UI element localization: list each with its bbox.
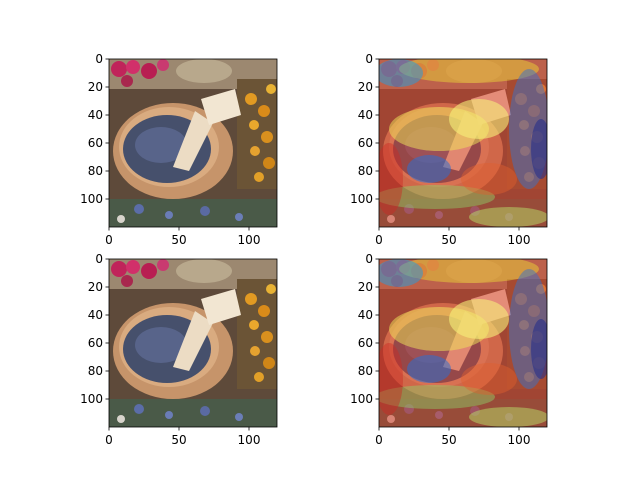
x-tick-label: 0 bbox=[375, 433, 383, 447]
y-tick-label: 60 bbox=[358, 136, 373, 150]
y-tick-label: 20 bbox=[88, 80, 103, 94]
image-heatmap-overlay bbox=[379, 59, 547, 227]
y-tick-label: 20 bbox=[358, 80, 373, 94]
x-tick-label: 100 bbox=[238, 233, 261, 247]
y-tick-label: 80 bbox=[88, 364, 103, 378]
y-tick-label: 100 bbox=[80, 192, 103, 206]
axes-bottom-right: 0 50 100 0 20 40 60 80 100 bbox=[350, 252, 548, 447]
x-tick-label: 0 bbox=[105, 233, 113, 247]
y-tick-label: 40 bbox=[358, 308, 373, 322]
y-tick-label: 60 bbox=[88, 336, 103, 350]
panel-bottom-right-heatmap bbox=[379, 259, 547, 427]
axes-top-right: 0 50 100 0 20 40 60 80 100 bbox=[350, 52, 548, 247]
y-tick-label: 0 bbox=[365, 52, 373, 66]
y-tick-label: 40 bbox=[88, 108, 103, 122]
image-photo bbox=[109, 259, 277, 427]
x-tick-label: 50 bbox=[441, 233, 456, 247]
y-tick-label: 100 bbox=[350, 392, 373, 406]
x-tick-label: 0 bbox=[105, 433, 113, 447]
axes-top-left: 0 50 100 0 20 40 60 80 100 bbox=[80, 52, 278, 247]
image-photo bbox=[109, 59, 277, 227]
y-tick-label: 40 bbox=[358, 108, 373, 122]
panel-bottom-left-photo bbox=[109, 259, 277, 427]
y-tick-label: 60 bbox=[358, 336, 373, 350]
y-tick-label: 100 bbox=[80, 392, 103, 406]
x-tick-label: 100 bbox=[508, 433, 531, 447]
y-tick-label: 100 bbox=[350, 192, 373, 206]
y-tick-label: 40 bbox=[88, 308, 103, 322]
x-tick-label: 50 bbox=[171, 433, 186, 447]
y-tick-label: 20 bbox=[88, 280, 103, 294]
x-tick-label: 50 bbox=[441, 433, 456, 447]
y-tick-label: 80 bbox=[88, 164, 103, 178]
axes-bottom-left: 0 50 100 0 20 40 60 80 100 bbox=[80, 252, 278, 447]
y-tick-label: 0 bbox=[95, 52, 103, 66]
y-tick-label: 0 bbox=[95, 252, 103, 266]
y-tick-label: 0 bbox=[365, 252, 373, 266]
x-tick-label: 100 bbox=[238, 433, 261, 447]
panel-top-left-photo bbox=[109, 59, 277, 227]
y-tick-label: 20 bbox=[358, 280, 373, 294]
x-tick-label: 0 bbox=[375, 233, 383, 247]
panel-top-right-heatmap bbox=[379, 59, 547, 227]
y-tick-label: 60 bbox=[88, 136, 103, 150]
x-tick-label: 50 bbox=[171, 233, 186, 247]
y-tick-label: 80 bbox=[358, 164, 373, 178]
x-tick-label: 100 bbox=[508, 233, 531, 247]
image-heatmap-overlay bbox=[379, 259, 547, 427]
y-tick-label: 80 bbox=[358, 364, 373, 378]
